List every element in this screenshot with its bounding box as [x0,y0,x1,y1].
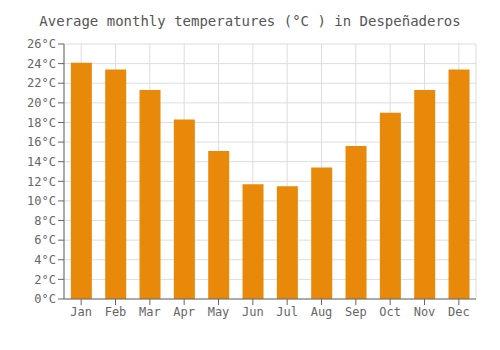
svg-text:22°C: 22°C [27,76,56,90]
svg-text:Apr: Apr [173,305,195,319]
svg-text:May: May [208,305,230,319]
svg-text:8°C: 8°C [34,214,56,228]
svg-text:Mar: Mar [139,305,161,319]
svg-text:6°C: 6°C [34,233,56,247]
svg-text:2°C: 2°C [34,273,56,287]
svg-text:20°C: 20°C [27,96,56,110]
svg-text:24°C: 24°C [27,57,56,71]
svg-text:4°C: 4°C [34,253,56,267]
svg-text:16°C: 16°C [27,135,56,149]
svg-text:Sep: Sep [345,305,367,319]
html-text:Average monthly temperatures (: Average monthly temperatures (°C ) in De… [39,13,461,29]
svg-text:0°C: 0°C [34,292,56,306]
svg-text:Jul: Jul [276,305,298,319]
svg-text:Dec: Dec [448,305,470,319]
svg-text:Oct: Oct [379,305,401,319]
svg-text:10°C: 10°C [27,194,56,208]
svg-text:Jan: Jan [70,305,92,319]
svg-text:Nov: Nov [414,305,436,319]
svg-text:12°C: 12°C [27,175,56,189]
svg-text:Jun: Jun [242,305,264,319]
svg-text:14°C: 14°C [27,155,56,169]
svg-text:Feb: Feb [105,305,127,319]
svg-text:Aug: Aug [311,305,333,319]
svg-text:26°C: 26°C [27,37,56,51]
svg-text:18°C: 18°C [27,116,56,130]
